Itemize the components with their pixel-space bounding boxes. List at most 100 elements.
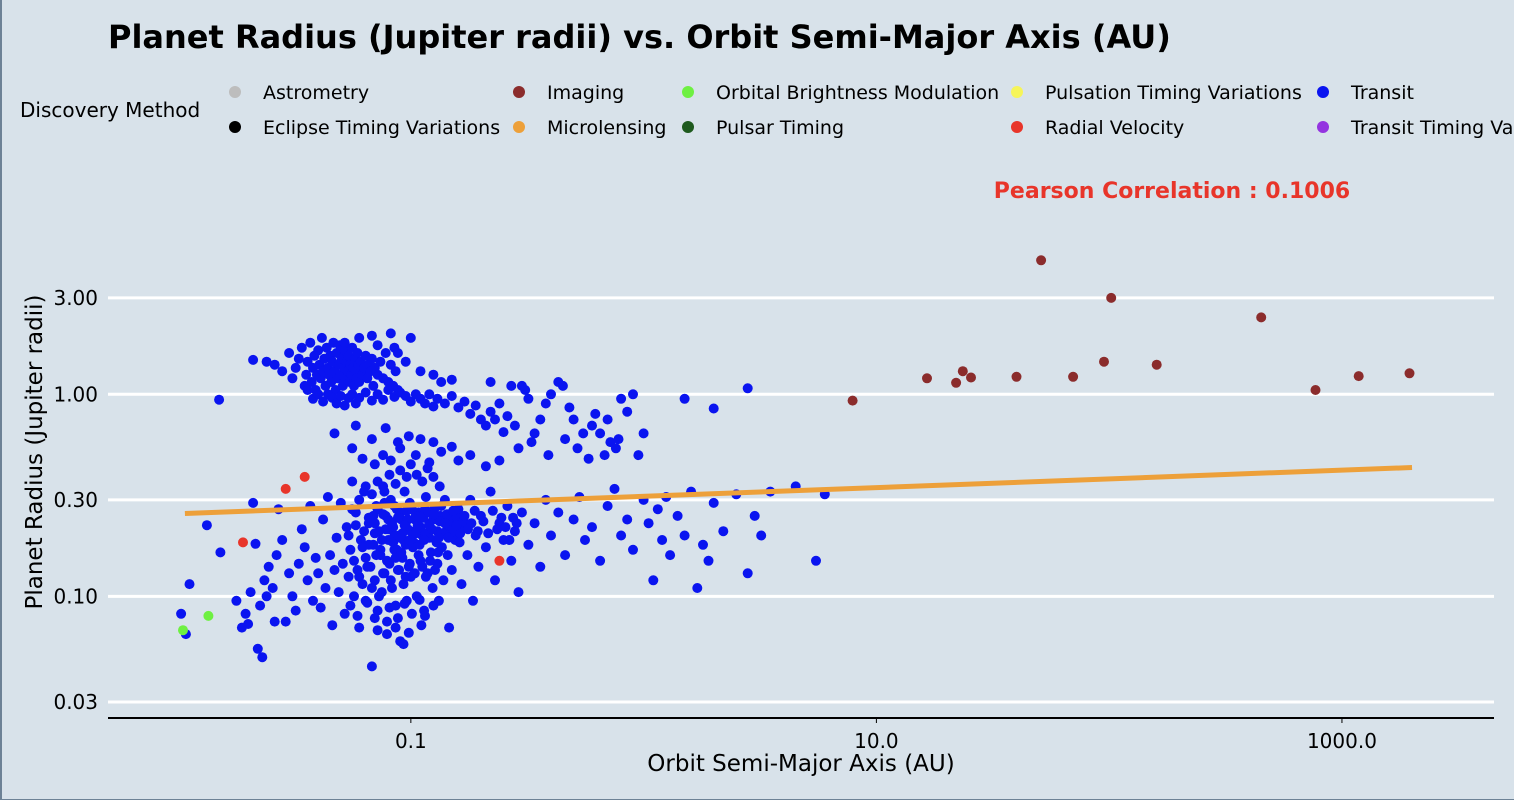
point-transit [395, 532, 406, 543]
point-transit [371, 550, 382, 561]
point-transit [543, 450, 554, 461]
y-tick-label: 0.10 [53, 584, 98, 608]
y-tick-label: 3.00 [53, 286, 98, 310]
point-transit [349, 555, 359, 566]
point-transit [480, 542, 491, 553]
point-transit [320, 583, 331, 593]
point-transit [378, 394, 389, 405]
point-imaging [1256, 312, 1267, 323]
legend-marker-astrometry [229, 86, 241, 98]
point-transit [465, 450, 476, 461]
point-transit [296, 524, 307, 535]
point-transit [339, 608, 350, 619]
point-transit [409, 568, 420, 579]
point-transit [339, 400, 350, 411]
point-transit [446, 374, 457, 385]
point-orbital-brightness-modulation [178, 625, 188, 636]
point-transit [490, 575, 500, 586]
point-transit [360, 595, 371, 606]
point-transit [385, 455, 396, 466]
point-imaging [1068, 371, 1079, 382]
point-transit [394, 565, 405, 575]
point-transit [335, 391, 346, 401]
point-transit [420, 571, 431, 582]
point-transit [492, 524, 503, 535]
point-transit [329, 565, 340, 575]
point-transit [372, 605, 383, 616]
point-transit [259, 575, 270, 586]
point-transit [587, 420, 597, 431]
point-transit [387, 583, 397, 593]
point-transit [405, 396, 416, 407]
point-transit [316, 332, 327, 343]
x-tick-label: 10.0 [854, 729, 899, 753]
point-transit [325, 550, 336, 561]
point-transit [372, 340, 383, 351]
point-transit [496, 512, 507, 523]
point-transit [290, 605, 301, 616]
legend-marker-imaging [513, 86, 525, 98]
point-transit [602, 414, 613, 425]
point-transit [442, 550, 453, 561]
point-transit [383, 524, 394, 535]
point-transit [337, 558, 348, 569]
point-transit [523, 393, 534, 404]
point-transit [480, 420, 491, 431]
point-transit [451, 520, 462, 531]
point-transit [390, 622, 401, 633]
point-transit [599, 450, 610, 461]
point-transit [313, 389, 324, 400]
point-transit [378, 568, 389, 579]
point-transit [284, 568, 295, 579]
point-transit [369, 459, 380, 470]
point-transit [436, 377, 447, 387]
point-transit [466, 518, 477, 529]
point-transit [400, 571, 411, 582]
point-transit [360, 387, 371, 398]
point-transit [470, 400, 481, 411]
point-transit [529, 518, 540, 529]
point-transit [412, 520, 423, 531]
point-transit [424, 389, 435, 400]
point-transit [255, 600, 266, 611]
point-transit [382, 629, 392, 640]
point-transit [692, 583, 703, 593]
point-transit [390, 478, 401, 489]
point-transit [749, 510, 760, 521]
point-transit [546, 389, 556, 400]
legend: Astrometry Eclipse Timing Variations Imagi… [229, 82, 1514, 139]
point-transit [448, 505, 459, 516]
point-transit [708, 497, 719, 508]
point-transit [263, 561, 274, 572]
point-transit [462, 550, 473, 561]
point-transit [665, 550, 676, 561]
point-transit [568, 514, 579, 525]
point-transit [313, 568, 324, 579]
point-transit [506, 555, 517, 566]
point-transit [318, 514, 329, 525]
point-transit [343, 530, 354, 541]
legend-title: Discovery Method [20, 98, 200, 122]
x-tick-label: 0.1 [395, 729, 427, 753]
point-transit [347, 443, 358, 454]
legend-label-microlensing: Microlensing [547, 117, 666, 139]
point-transit [392, 348, 403, 358]
point-radial-velocity [280, 483, 291, 494]
point-transit [231, 595, 242, 606]
point-transit [459, 510, 470, 521]
point-transit [652, 504, 663, 515]
point-transit [366, 661, 377, 672]
point-transit [560, 550, 571, 561]
point-transit [616, 393, 627, 404]
point-transit [564, 402, 575, 413]
point-transit [296, 342, 307, 353]
y-axis-title: Planet Radius (Jupiter radii) [22, 294, 48, 609]
point-transit [446, 565, 457, 575]
point-transit [248, 354, 259, 365]
point-transit [359, 526, 370, 537]
point-transit [444, 622, 455, 633]
point-transit [252, 643, 263, 654]
point-transit [350, 520, 361, 531]
point-transit [322, 492, 333, 502]
